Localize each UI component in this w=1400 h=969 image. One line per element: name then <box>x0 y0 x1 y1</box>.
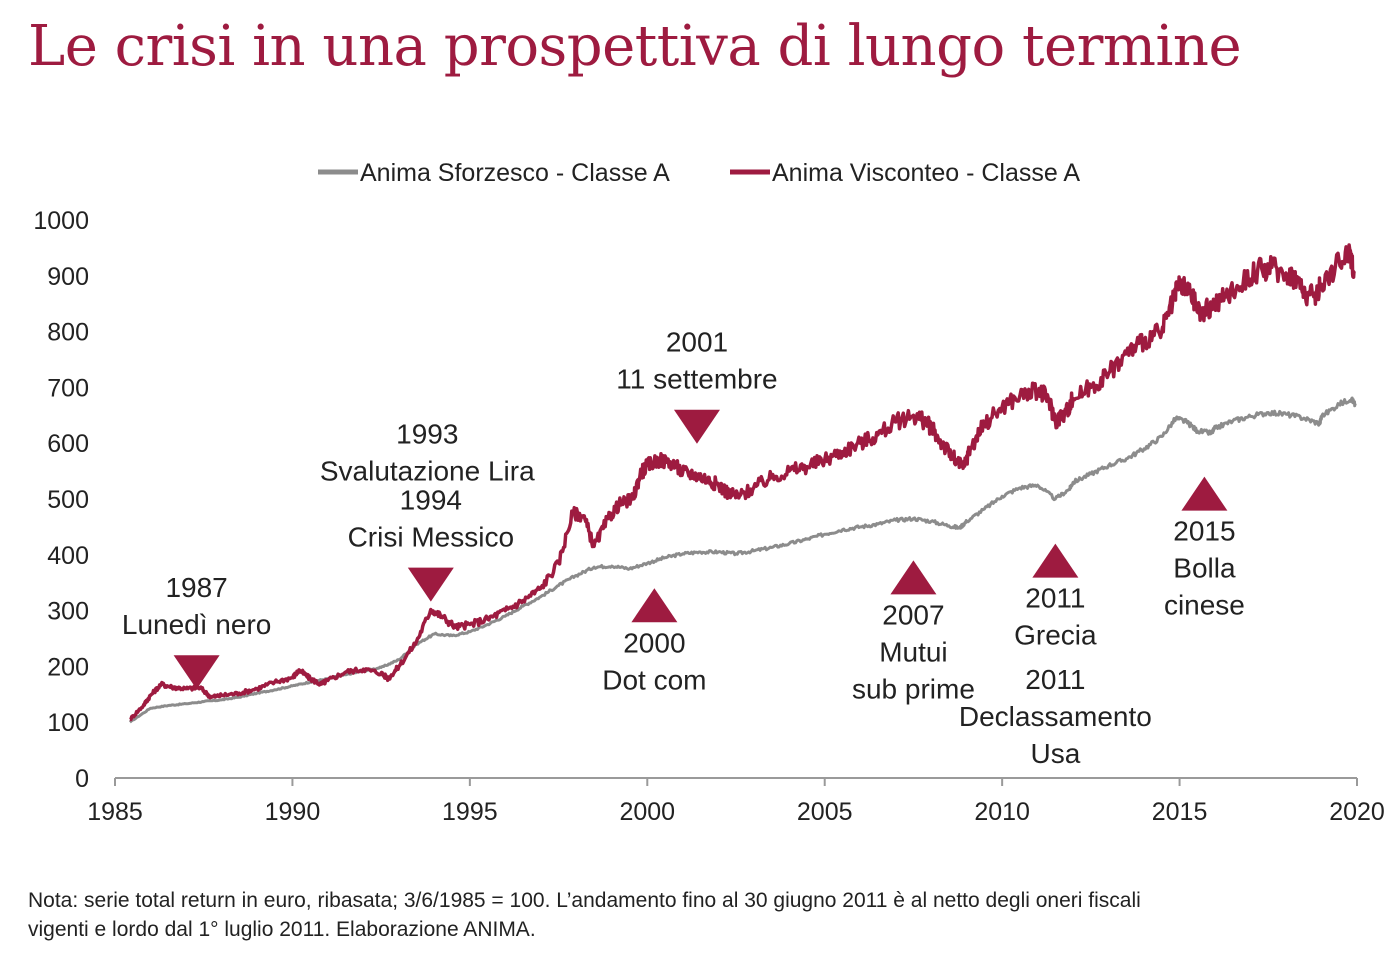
line-chart: 1985 1990 1995 2000 2005 2010 2015 2020 0 100 200 3… <box>33 159 1385 826</box>
annotation-label: 2011 <box>1025 664 1085 695</box>
y-tick-label: 400 <box>47 542 89 570</box>
y-tick-label: 700 <box>47 374 89 402</box>
marker-up-triangle <box>890 560 937 595</box>
annotation-label: 1987 <box>165 572 227 603</box>
x-tick-label: 2005 <box>797 798 853 826</box>
annotation-label: Lunedì nero <box>122 609 271 640</box>
x-tick-label: 2020 <box>1329 798 1385 826</box>
annotation-label: Declassamento <box>959 701 1152 732</box>
annotation-label: Bolla <box>1173 553 1236 584</box>
annotation-label: cinese <box>1164 590 1245 621</box>
y-tick-label: 500 <box>47 486 89 514</box>
marker-up-triangle <box>1032 543 1079 578</box>
annotation-label: 2011 <box>1025 583 1085 614</box>
annotation-label: Svalutazione Lira <box>320 455 535 486</box>
x-tick-label: 1985 <box>87 798 143 826</box>
annotation-label: Usa <box>1030 738 1080 769</box>
footnote-line-1: Nota: serie total return in euro, ribasa… <box>28 889 1141 912</box>
marker-up-triangle <box>1181 476 1228 511</box>
marker-down-triangle <box>173 655 220 690</box>
y-tick-label: 100 <box>47 709 89 737</box>
x-tick-label: 2015 <box>1152 798 1208 826</box>
annotation-label: Mutui <box>879 636 947 667</box>
annotation-label: Dot com <box>602 664 706 695</box>
annotation-label: 2015 <box>1173 516 1235 547</box>
y-tick-label: 900 <box>47 263 89 291</box>
legend-label: Anima Sforzesco - Classe A <box>360 159 670 187</box>
legend-label: Anima Visconteo - Classe A <box>772 159 1080 187</box>
annotation-label: 2000 <box>623 627 685 658</box>
page-title: Le crisi in una prospettiva di lungo ter… <box>28 14 1242 79</box>
y-tick-label: 300 <box>47 598 89 626</box>
y-tick-label: 0 <box>75 765 89 793</box>
x-tick-label: 2000 <box>619 798 675 826</box>
marker-up-triangle <box>631 588 678 623</box>
y-tick-label: 600 <box>47 430 89 458</box>
x-tick-label: 1990 <box>265 798 321 826</box>
annotation-label: 11 settembre <box>616 364 777 395</box>
marker-down-triangle <box>673 409 720 444</box>
footnote-line-2: vigenti e lordo dal 1° luglio 2011. Elab… <box>28 918 536 941</box>
annotation-label: Grecia <box>1014 620 1097 651</box>
series-line-visconteo <box>129 243 1356 722</box>
series-line-sforzesco <box>128 396 1357 724</box>
annotation-label: 2007 <box>882 599 944 630</box>
annotation-label: 1993 <box>396 418 458 449</box>
x-tick-label: 1995 <box>442 798 498 826</box>
annotation-label: sub prime <box>852 673 975 704</box>
y-tick-label: 1000 <box>33 207 89 235</box>
x-tick-label: 2010 <box>974 798 1030 826</box>
annotation-label: Crisi Messico <box>348 522 514 553</box>
footnote: Nota: serie total return in euro, ribasa… <box>28 886 1368 944</box>
annotation-label: 1994 <box>400 485 462 516</box>
y-tick-label: 200 <box>47 653 89 681</box>
marker-down-triangle <box>407 567 454 602</box>
annotation-label: 2001 <box>666 327 728 358</box>
y-tick-label: 800 <box>47 319 89 347</box>
